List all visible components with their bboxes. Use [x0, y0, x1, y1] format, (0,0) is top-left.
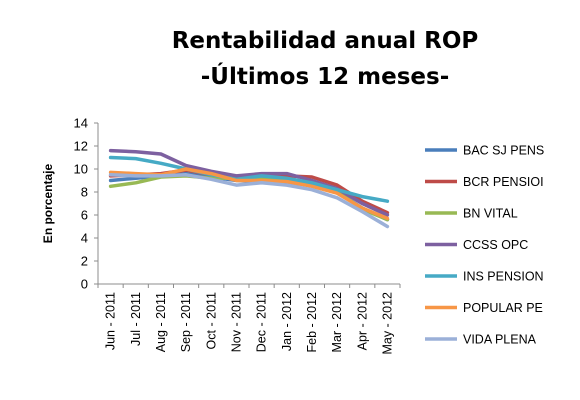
y-tick-label: 4 — [81, 231, 88, 246]
x-tick-label: Nov - 2011 — [229, 292, 243, 352]
series-line — [108, 173, 390, 229]
legend-label: VIDA PLENA — [463, 333, 537, 347]
chart-legend: BAC SJ PENS BCR PENSIOI BN VITAL CCSS OPC IN… — [425, 144, 544, 347]
y-tick-label: 12 — [74, 139, 88, 154]
legend-label: CCSS OPC — [463, 238, 528, 252]
x-tick-label: Oct - 2011 — [204, 292, 218, 349]
x-tick-label: Jun - 2011 — [104, 292, 118, 350]
y-tick-label: 10 — [74, 162, 88, 177]
series-layer — [108, 148, 390, 229]
x-tick-label: Feb - 2012 — [305, 292, 319, 353]
legend-label: BCR PENSIOI — [463, 175, 544, 189]
y-tick-label: 8 — [81, 185, 88, 200]
legend-label: INS PENSION — [463, 270, 544, 284]
y-axis-label: En porcentaje — [41, 164, 55, 244]
y-tick-label: 2 — [81, 254, 88, 269]
series-line — [108, 155, 390, 203]
legend-label: POPULAR PE — [463, 301, 543, 315]
x-tick-label: Sep - 2011 — [179, 292, 193, 352]
chart-axes: 0 2 4 6 8 10 12 14 Jun - 2011 Jul - 2011 Aug - 201… — [41, 116, 401, 355]
x-tick-label: Apr - 2012 — [355, 292, 369, 350]
chart-title: Rentabilidad anual ROP — [171, 28, 479, 54]
x-tick-label: Jul - 2011 — [129, 292, 143, 346]
x-tick-label: Mar - 2012 — [330, 292, 344, 352]
x-tick-label: Dec - 2011 — [255, 292, 269, 352]
y-tick-label: 0 — [81, 277, 88, 292]
y-tick-label: 6 — [81, 208, 88, 223]
y-tick-label: 14 — [74, 116, 88, 131]
x-tick-label: Jan - 2012 — [280, 292, 294, 351]
legend-label: BN VITAL — [463, 207, 518, 221]
legend-label: BAC SJ PENS — [463, 144, 544, 158]
x-tick-label: Aug - 2011 — [154, 292, 168, 352]
x-tick-label: May - 2012 — [380, 292, 394, 355]
chart-subtitle: -Últimos 12 meses- — [200, 64, 450, 90]
